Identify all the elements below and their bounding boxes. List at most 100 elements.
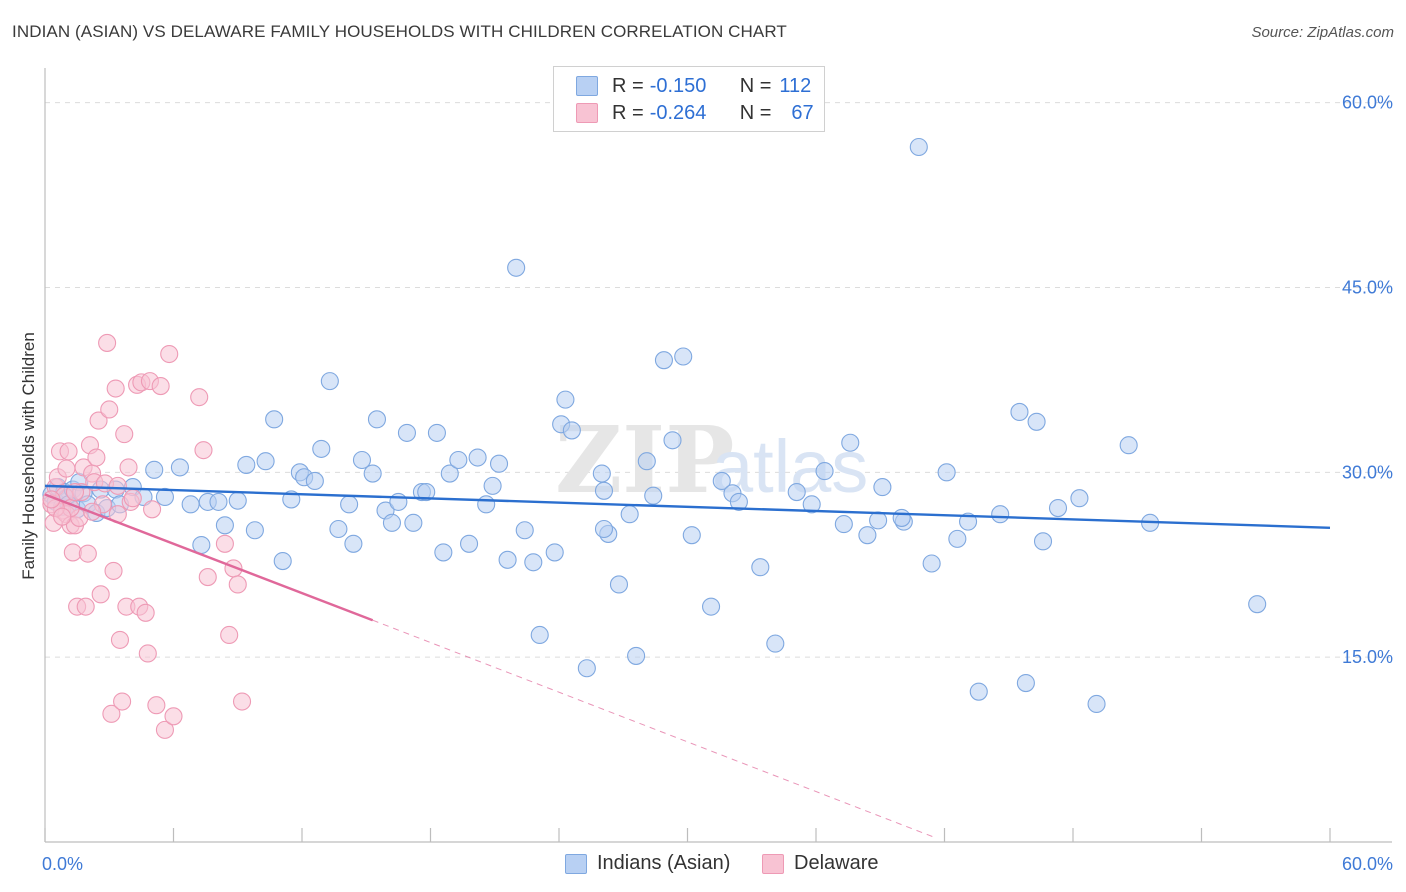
indians-point: [340, 495, 359, 514]
indians-point: [937, 463, 956, 482]
legend-r-label: R =: [612, 101, 644, 124]
data-points: [42, 137, 1267, 739]
series-legend: Indians (Asian) Delaware: [0, 852, 1406, 878]
indians-point: [1033, 532, 1053, 551]
legend-swatch-blue: [576, 76, 598, 96]
delaware-point: [98, 333, 117, 352]
y-tick-label: 30.0%: [1342, 462, 1393, 482]
indians-point: [815, 462, 834, 481]
indians-point: [459, 534, 479, 553]
indians-point: [389, 492, 408, 511]
delaware-point: [87, 448, 106, 467]
indians-point: [545, 543, 564, 562]
legend-r-label: R =: [612, 74, 644, 97]
series-swatch-blue: [565, 853, 587, 874]
indians-point: [766, 634, 785, 653]
indians-point: [440, 464, 459, 483]
indians-point: [530, 625, 549, 645]
delaware-point: [160, 344, 179, 364]
delaware-point: [76, 597, 95, 616]
indians-point: [991, 505, 1010, 524]
indians-point: [1248, 595, 1267, 614]
delaware-point: [232, 692, 252, 711]
indians-point: [382, 513, 402, 532]
legend-r-value: -0.150: [649, 74, 707, 97]
indians-point: [237, 455, 256, 474]
indians-point: [145, 460, 164, 479]
indians-point: [427, 423, 446, 442]
delaware-point: [108, 476, 127, 495]
indians-point: [959, 512, 978, 531]
indians-point: [320, 372, 339, 391]
indians-point: [729, 492, 748, 511]
delaware-point: [78, 544, 97, 563]
series-legend-indians: Indians (Asian): [565, 852, 730, 875]
y-tick-label: 45.0%: [1342, 277, 1393, 297]
indians-point: [1070, 489, 1089, 508]
legend-n-label: N =: [739, 101, 772, 124]
indians-point: [663, 431, 682, 450]
delaware-point: [115, 425, 134, 444]
trend-lines: [44, 484, 1331, 838]
delaware-point: [147, 696, 166, 715]
indians-point: [674, 347, 693, 366]
indians-point: [228, 491, 247, 510]
delaware-point: [89, 411, 108, 430]
indians-point: [712, 471, 731, 490]
indians-point: [787, 482, 806, 502]
delaware-point: [220, 625, 239, 645]
indians-point: [594, 481, 614, 500]
delaware-point: [59, 442, 78, 461]
series-swatch-pink: [762, 853, 784, 874]
y-axis-label: Family Households with Children: [19, 332, 38, 580]
delaware-point: [100, 400, 119, 419]
indians-point: [352, 450, 372, 470]
delaware-point: [106, 379, 125, 398]
delaware-trend-line: [44, 493, 374, 622]
delaware-point: [123, 489, 142, 508]
indians-point: [524, 553, 543, 572]
indians-point: [363, 464, 382, 483]
delaware-point: [63, 543, 82, 562]
indians-point: [802, 495, 821, 514]
indians-point: [434, 543, 453, 562]
delaware-point: [119, 458, 138, 477]
y-tick-label: 15.0%: [1342, 647, 1393, 667]
indians-point: [892, 508, 911, 527]
indians-point: [404, 513, 423, 532]
indians-point: [637, 452, 656, 471]
correlation-legend: R = -0.150 N = 112 R = -0.264 N = 67: [553, 66, 825, 132]
delaware-point: [194, 441, 213, 460]
delaware-point: [110, 630, 130, 649]
legend-n-value: 112: [779, 74, 812, 97]
delaware-point: [136, 603, 155, 622]
indians-point: [417, 482, 436, 502]
legend-swatch-pink: [576, 103, 598, 123]
series-legend-delaware: Delaware: [762, 852, 878, 875]
indians-point: [644, 486, 663, 505]
legend-row-delaware: R = -0.264 N = 67: [576, 100, 814, 126]
indians-point: [507, 258, 526, 277]
indians-point: [489, 454, 509, 473]
axes: [44, 68, 1392, 843]
indians-point: [170, 458, 189, 477]
indians-point: [397, 423, 416, 442]
indians-point: [1048, 499, 1068, 518]
indians-point: [858, 526, 877, 545]
delaware-point: [91, 585, 110, 604]
delaware-point: [104, 561, 123, 580]
indians-point: [245, 521, 264, 540]
delaware-point: [53, 507, 72, 526]
delaware-point: [113, 692, 132, 711]
indians-point: [449, 450, 468, 470]
indians-point: [305, 471, 324, 490]
indians-point: [329, 519, 348, 539]
indians-point: [256, 452, 275, 471]
indians-point: [477, 495, 496, 514]
source-credit: Source: ZipAtlas.com: [1251, 24, 1394, 41]
delaware-point: [155, 720, 174, 739]
indians-point: [592, 464, 611, 483]
indians-point: [751, 558, 770, 577]
tick-labels: 15.0% 30.0% 45.0% 60.0% 0.0% 60.0%: [42, 93, 1393, 874]
indians-point: [273, 551, 292, 571]
